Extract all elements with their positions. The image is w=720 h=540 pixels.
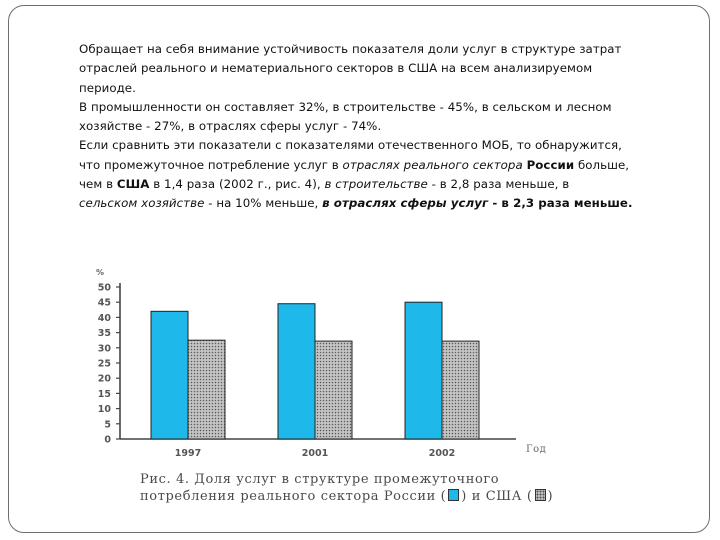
text-run-italic: в строительстве xyxy=(324,177,428,192)
text-line: В промышленности он составляет 32%, в ст… xyxy=(79,99,612,114)
text-run-bold: России xyxy=(526,157,575,172)
bar-russia xyxy=(404,301,443,440)
y-tick-label: 40 xyxy=(98,313,112,324)
text-run-bold: - в 2,3 раза меньше. xyxy=(488,196,633,211)
y-tick-label: 45 xyxy=(98,298,111,309)
x-tick-label: 2002 xyxy=(429,448,455,459)
text-line: что промежуточное потребление услуг в от… xyxy=(79,156,691,175)
bar-russia xyxy=(277,303,316,440)
text-block: Обращает на себя внимание устойчивость п… xyxy=(79,40,691,214)
x-tick-label: 2001 xyxy=(302,448,328,459)
caption-text: ) xyxy=(547,489,554,504)
caption-text: потребления реального сектора России ( xyxy=(140,489,447,504)
x-tick-label: 1997 xyxy=(175,448,201,459)
text-run: чем в xyxy=(79,177,117,192)
text-line: периоде. xyxy=(79,80,136,95)
text-line: хозяйстве - 27%, в отраслях сферы услуг … xyxy=(79,119,382,134)
text-run-italic: в отраслях сферы услуг xyxy=(322,196,489,211)
paragraph-2: В промышленности он составляет 32%, в ст… xyxy=(79,98,691,137)
text-run: больше, xyxy=(574,157,630,172)
text-run-bold: США xyxy=(116,177,150,192)
bar-usa xyxy=(441,340,480,440)
y-tick-label: 30 xyxy=(98,343,112,354)
text-line: чем в США в 1,4 раза (2002 г., рис. 4), … xyxy=(79,175,691,194)
y-tick-label: 50 xyxy=(98,283,112,294)
caption-text: ) и США ( xyxy=(461,489,533,504)
slide-frame xyxy=(8,5,710,533)
text-line: отраслей реального и нематериального сек… xyxy=(79,61,593,76)
x-axis-title: Год xyxy=(526,444,546,455)
y-tick-label: 5 xyxy=(104,419,111,430)
y-tick-label: 20 xyxy=(98,374,112,385)
legend-swatch-russia xyxy=(448,489,460,501)
text-run: - в 2,8 раза меньше, в xyxy=(427,177,570,192)
bar-usa xyxy=(314,340,353,440)
y-tick-label: 15 xyxy=(98,389,111,400)
caption-line: потребления реального сектора России ( ) … xyxy=(140,488,560,505)
y-tick-label: 0 xyxy=(104,435,111,446)
chart-plot: 0 5 10 15 20 25 30 35 40 45 50% 1997 2001 2002 Год xyxy=(96,268,546,459)
figure-caption: Рис. 4. Доля услуг в структуре промежуто… xyxy=(140,471,560,505)
text-run: в 1,4 раза (2002 г., рис. 4), xyxy=(149,177,325,192)
y-tick-label: 25 xyxy=(98,359,111,370)
bar-chart: 0 5 10 15 20 25 30 35 40 45 50% 1997 2001 2002 Год xyxy=(70,255,590,535)
bar-usa xyxy=(187,339,226,440)
bar-russia xyxy=(150,310,189,440)
text-run-italic: отраслях реального сектора xyxy=(342,157,523,172)
text-run-italic: сельском хозяйстве xyxy=(79,196,205,211)
caption-line: Рис. 4. Доля услуг в структуре промежуто… xyxy=(140,472,500,487)
text-run: что промежуточное потребление услуг в xyxy=(79,157,343,172)
y-tick-label: 35 xyxy=(98,328,111,339)
y-tick-label: 10 xyxy=(98,404,112,415)
text-run-bold-italic: в отраслях сферы услуг - в 2,3 раза мень… xyxy=(322,196,632,210)
text-line: Обращает на себя внимание устойчивость п… xyxy=(79,42,622,56)
text-line: сельском хозяйстве - на 10% меньше, в от… xyxy=(79,194,691,213)
text-run: - на 10% меньше, xyxy=(204,196,323,211)
legend-swatch-usa xyxy=(534,489,546,501)
text-line: Если сравнить эти показатели с показател… xyxy=(79,138,622,153)
paragraph-3: Если сравнить эти показатели с показател… xyxy=(79,136,691,213)
paragraph-1: Обращает на себя внимание устойчивость п… xyxy=(79,40,691,98)
y-unit-label: % xyxy=(96,268,104,277)
